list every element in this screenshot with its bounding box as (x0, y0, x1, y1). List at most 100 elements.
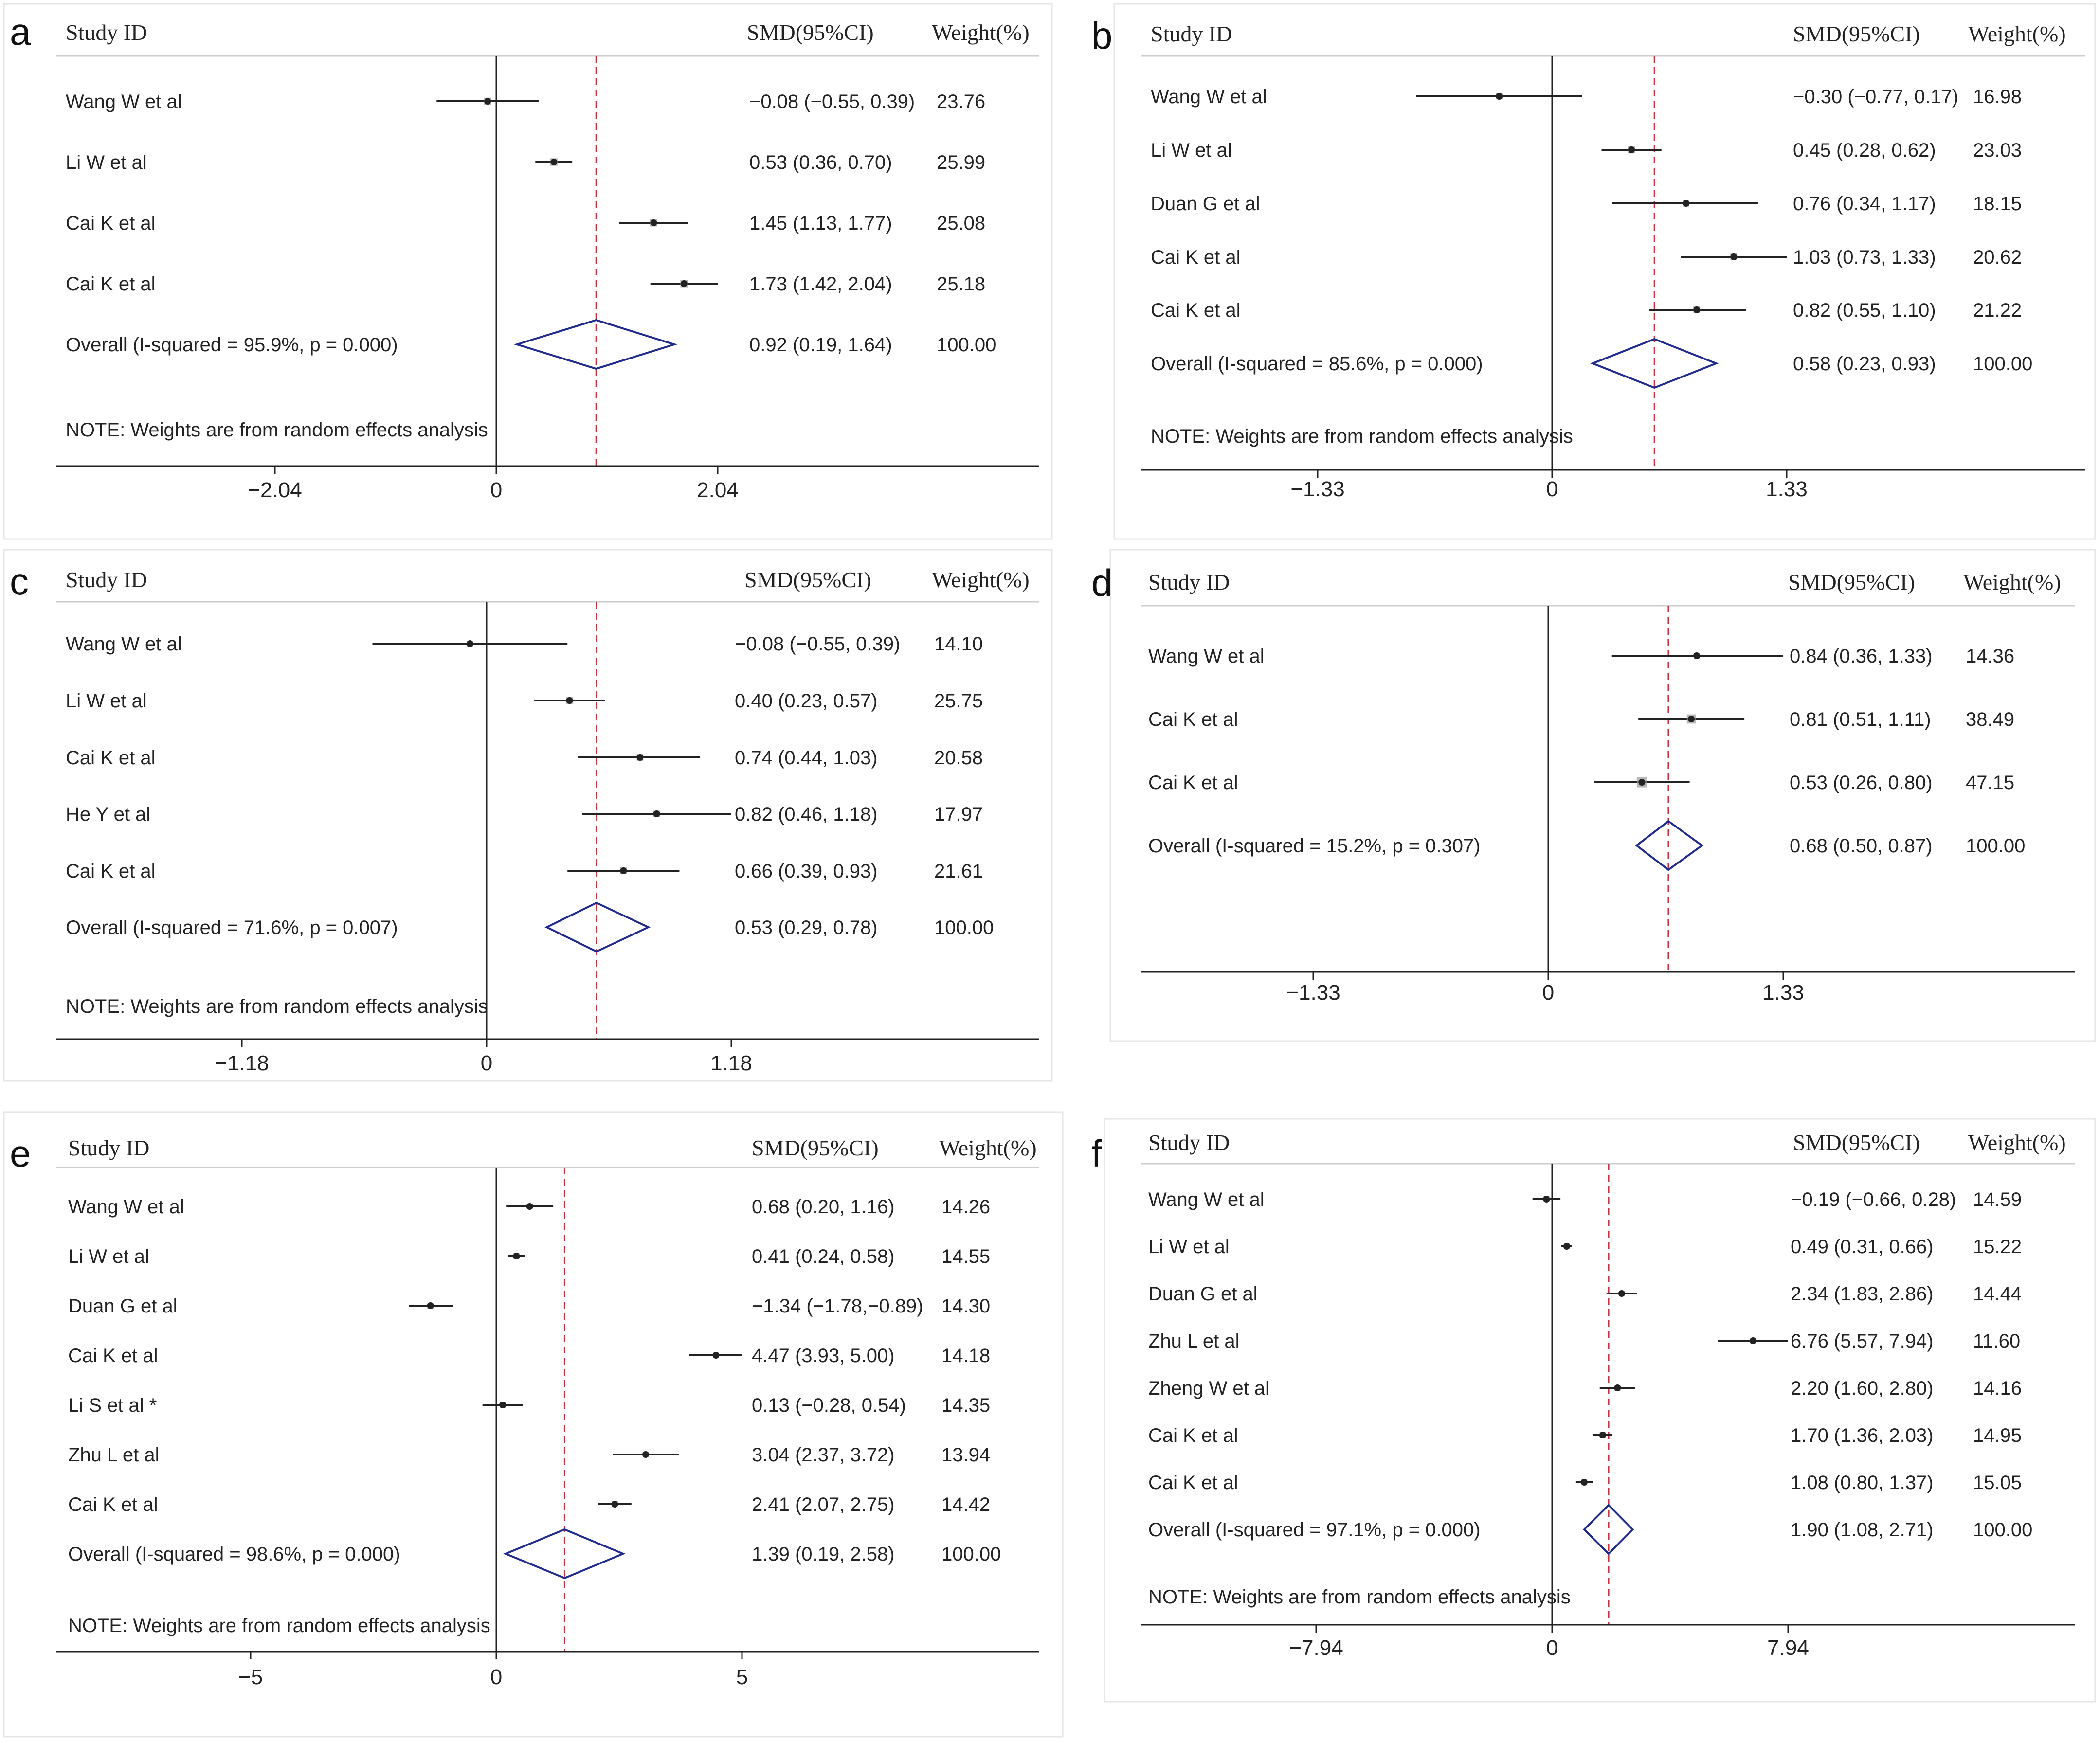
study-name: Cai K et al (1151, 247, 1241, 268)
study-ci-text: 2.20 (1.60, 2.80) (1791, 1378, 1934, 1399)
study-weight: 23.03 (1973, 140, 2022, 161)
study-weight: 14.35 (941, 1395, 990, 1416)
overall-diamond (544, 901, 651, 953)
study-ci-text: −0.19 (−0.66, 0.28) (1791, 1189, 1956, 1210)
study-point-estimate (680, 280, 688, 287)
study-ci-text: 0.40 (0.23, 0.57) (735, 690, 878, 712)
x-tick-label: 0 (1546, 1636, 1558, 1660)
study-weight: 14.10 (934, 633, 983, 655)
study-weight: 16.98 (1973, 86, 2022, 108)
study-ci-text: 6.76 (5.57, 7.94) (1791, 1330, 1934, 1352)
x-tick-label: 1.33 (1766, 477, 1808, 501)
study-ci-text: 0.74 (0.44, 1.03) (735, 747, 878, 769)
header-smd-ci: SMD(95%CI) (1793, 1130, 1920, 1155)
study-weight: 25.99 (937, 152, 985, 173)
study-name: Wang W et al (1151, 86, 1267, 108)
panel-label: a (10, 10, 31, 53)
study-name: Cai K et al (1148, 1472, 1238, 1493)
study-ci-text: −0.08 (−0.55, 0.39) (749, 91, 915, 112)
panel-label: f (1091, 1132, 1102, 1175)
x-tick-label: −1.18 (215, 1051, 269, 1075)
study-weight: 25.75 (934, 690, 983, 712)
study-weight: 14.44 (1973, 1283, 2022, 1305)
x-tick-label: 1.33 (1762, 981, 1804, 1005)
overall-weight: 100.00 (937, 334, 996, 356)
header-study-id: Study ID (66, 567, 147, 592)
weights-note: NOTE: Weights are from random effects an… (1148, 1586, 1571, 1608)
overall-diamond (513, 319, 678, 370)
x-tick-label: 0 (490, 1665, 502, 1689)
study-ci-text: 2.34 (1.83, 2.86) (1791, 1283, 1934, 1305)
study-ci-text: 0.82 (0.46, 1.18) (735, 804, 878, 825)
header-weight: Weight(%) (939, 1135, 1037, 1160)
x-tick-label: −2.04 (248, 478, 302, 502)
overall-ci-text: 0.53 (0.29, 0.78) (735, 917, 878, 938)
x-tick-label: 0 (1546, 477, 1558, 501)
overall-weight: 100.00 (1973, 353, 2032, 375)
panel-frame (1109, 549, 2096, 1042)
study-point-estimate (427, 1302, 434, 1309)
study-weight: 15.22 (1973, 1236, 2022, 1258)
study-name: Li W et al (68, 1246, 149, 1267)
study-point-estimate (1543, 1196, 1550, 1203)
study-weight: 23.76 (937, 91, 985, 112)
header-study-id: Study ID (1148, 570, 1230, 594)
study-ci-text: 0.45 (0.28, 0.62) (1793, 140, 1936, 161)
study-weight: 14.59 (1973, 1189, 2022, 1210)
study-point-estimate (484, 98, 491, 105)
study-point-estimate (1693, 306, 1701, 313)
panel-label: d (1091, 561, 1112, 604)
header-study-id: Study ID (66, 20, 147, 45)
x-tick-label: 0 (490, 478, 502, 502)
study-weight: 14.42 (941, 1494, 990, 1515)
study-point-estimate (1614, 1384, 1621, 1391)
study-name: Zheng W et al (1148, 1378, 1269, 1399)
forest-panel-d: d Study ID SMD(95%CI) Weight(%) Wang W et al… (1091, 549, 2096, 1042)
study-ci-text: 1.73 (1.42, 2.04) (749, 273, 892, 295)
x-tick-label: 5 (736, 1665, 748, 1689)
study-ci-text: 1.08 (0.80, 1.37) (1791, 1472, 1934, 1493)
study-point-estimate (1693, 652, 1701, 659)
study-weight: 21.22 (1973, 300, 2022, 321)
weights-note: NOTE: Weights are from random effects an… (68, 1615, 490, 1636)
panel-frame (3, 3, 1053, 540)
study-point-estimate (1749, 1337, 1756, 1344)
study-point-estimate (1638, 779, 1646, 786)
study-point-estimate (650, 219, 657, 226)
overall-label: Overall (I-squared = 95.9%, p = 0.000) (66, 334, 398, 356)
study-ci-text: 0.68 (0.20, 1.16) (752, 1196, 895, 1218)
study-name: Wang W et al (1148, 1189, 1265, 1210)
study-weight: 25.08 (937, 213, 985, 234)
study-name: Wang W et al (66, 633, 182, 655)
x-tick-label: 0 (1542, 981, 1554, 1005)
header-smd-ci: SMD(95%CI) (747, 20, 874, 45)
study-ci-text: 1.70 (1.36, 2.03) (1791, 1425, 1934, 1446)
forest-panel-b: b Study ID SMD(95%CI) Weight(%) Wang W et al… (1091, 3, 2096, 540)
study-name: Cai K et al (66, 747, 156, 769)
forest-panel-f: f Study ID SMD(95%CI) Weight(%) Wang W et al… (1091, 1118, 2096, 1703)
study-name: Cai K et al (68, 1345, 158, 1366)
study-name: Wang W et al (66, 91, 182, 112)
study-point-estimate (712, 1352, 720, 1359)
study-name: Duan G et al (68, 1295, 178, 1317)
study-weight: 14.26 (941, 1196, 990, 1218)
header-smd-ci: SMD(95%CI) (1793, 21, 1920, 46)
overall-label: Overall (I-squared = 71.6%, p = 0.007) (66, 917, 398, 938)
study-point-estimate (611, 1501, 618, 1508)
study-point-estimate (526, 1203, 533, 1210)
overall-ci-text: 0.68 (0.50, 0.87) (1790, 835, 1933, 857)
overall-label: Overall (I-squared = 98.6%, p = 0.000) (68, 1544, 400, 1565)
study-point-estimate (1628, 146, 1635, 153)
header-smd-ci: SMD(95%CI) (752, 1135, 879, 1160)
study-ci-text: 0.53 (0.36, 0.70) (749, 152, 892, 173)
overall-weight: 100.00 (941, 1544, 1001, 1565)
study-weight: 14.30 (941, 1295, 990, 1317)
study-point-estimate (1599, 1432, 1606, 1438)
overall-label: Overall (I-squared = 97.1%, p = 0.000) (1148, 1519, 1481, 1541)
forest-panel-e: e Study ID SMD(95%CI) Weight(%) Wang W et al… (3, 1111, 1064, 1738)
study-weight: 15.05 (1973, 1472, 2022, 1493)
panel-label: e (10, 1132, 31, 1175)
study-weight: 21.61 (934, 861, 983, 882)
study-name: Wang W et al (68, 1196, 184, 1218)
overall-ci-text: 1.39 (0.19, 2.58) (752, 1544, 895, 1565)
